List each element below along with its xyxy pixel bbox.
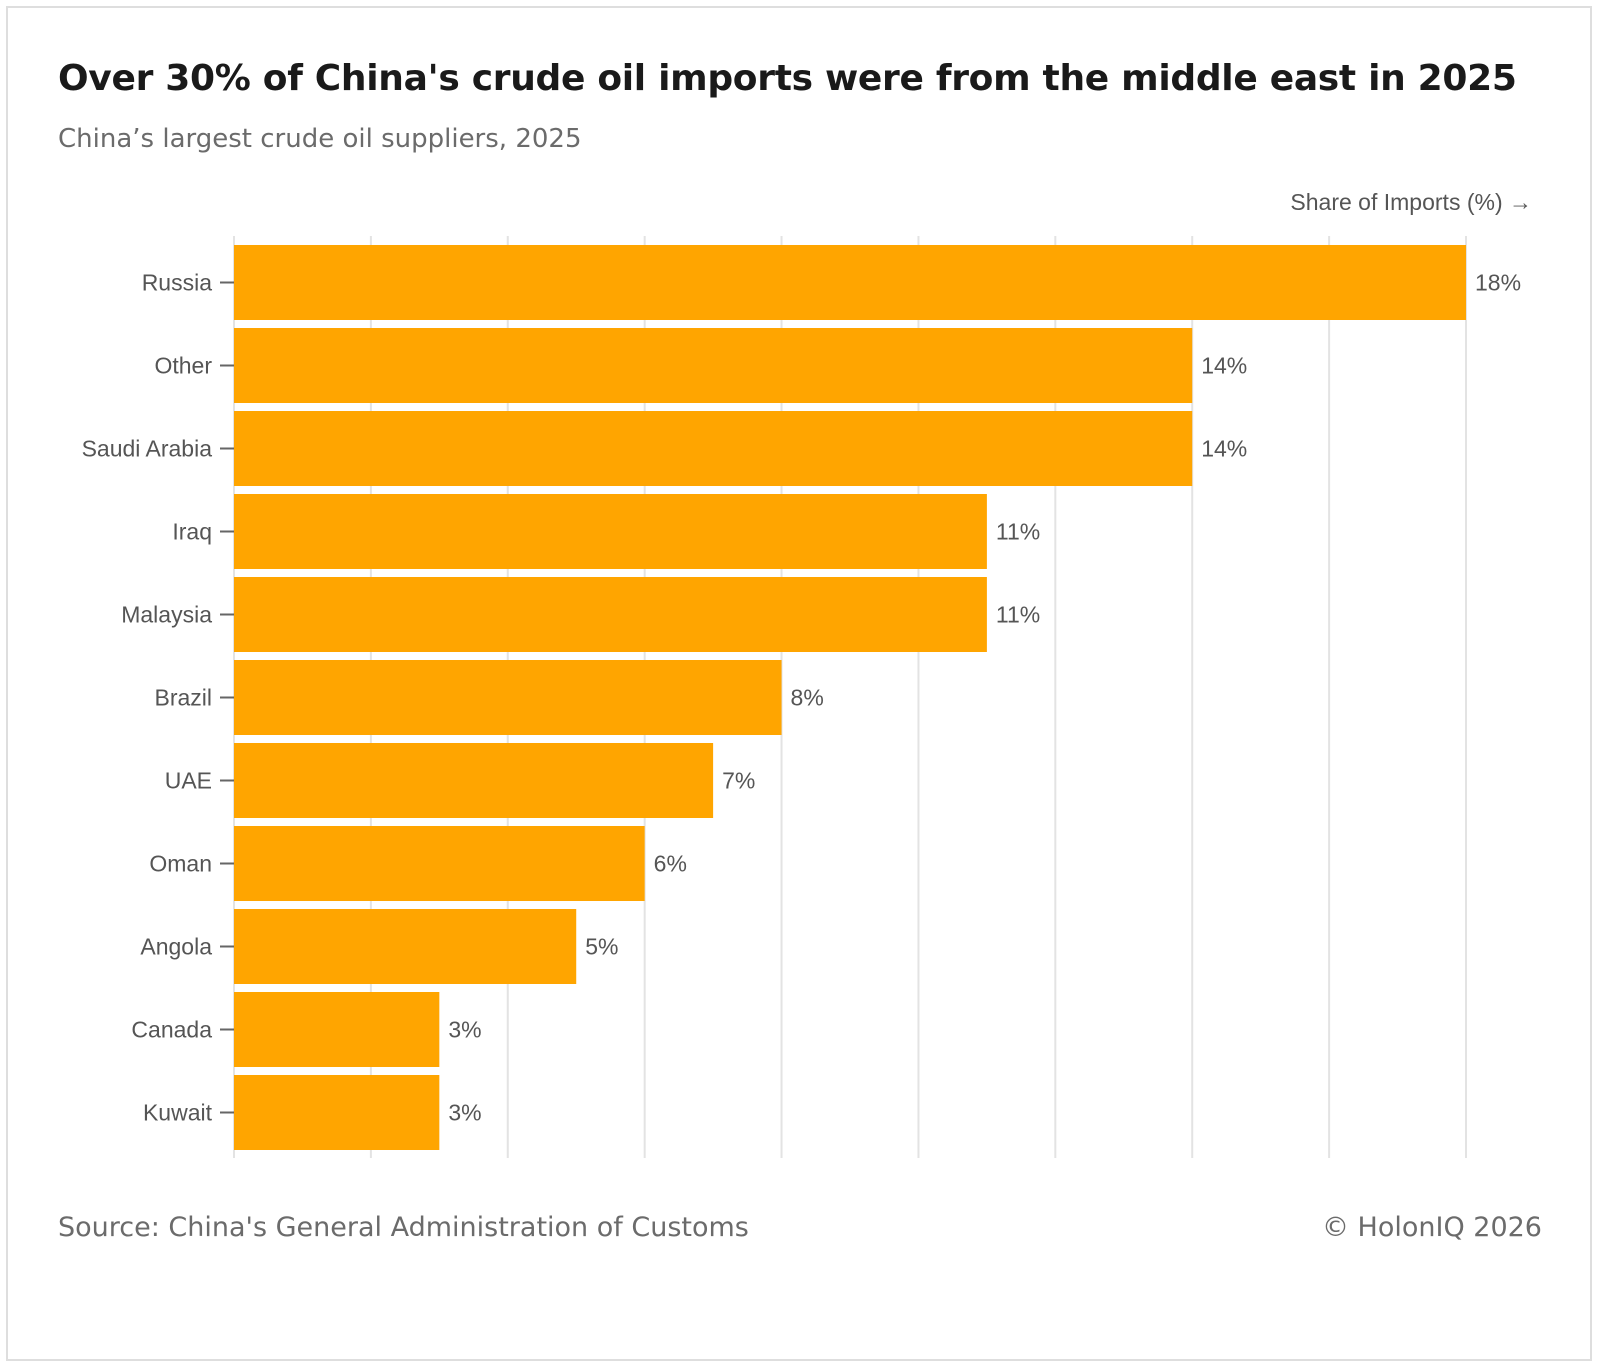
bar-canada — [234, 992, 440, 1067]
value-label: 6% — [654, 851, 687, 877]
value-label: 14% — [1201, 353, 1247, 379]
category-label: Iraq — [172, 519, 212, 545]
copyright-note: © HolonIQ 2026 — [1321, 1212, 1542, 1243]
bar-angola — [234, 909, 577, 984]
value-label: 11% — [996, 519, 1040, 545]
category-label: Angola — [140, 934, 212, 960]
category-label: Saudi Arabia — [82, 436, 213, 462]
value-label: 18% — [1475, 270, 1521, 296]
chart-subtitle: China’s largest crude oil suppliers, 202… — [58, 124, 582, 154]
label-layer: Russia 18% Other 14% Saudi Arabia 14% Iraq 11% M… — [82, 270, 1521, 1126]
category-label: Brazil — [154, 685, 212, 711]
chart-title: Over 30% of China's crude oil imports we… — [58, 58, 1517, 99]
category-label: UAE — [165, 768, 212, 794]
bar-brazil — [234, 660, 782, 735]
value-label: 14% — [1201, 436, 1247, 462]
value-label: 7% — [722, 768, 755, 794]
value-label: 3% — [448, 1017, 481, 1043]
value-label: 11% — [996, 602, 1040, 628]
bar-other — [234, 328, 1193, 403]
source-note: Source: China's General Administration o… — [58, 1212, 749, 1243]
x-axis-title: Share of Imports (%) → — [1290, 189, 1532, 215]
bar-uae — [234, 743, 714, 818]
bar-oman — [234, 826, 645, 901]
bar-russia — [234, 245, 1466, 320]
category-label: Kuwait — [143, 1100, 213, 1126]
bar-malaysia — [234, 577, 987, 652]
value-label: 8% — [791, 685, 824, 711]
category-label: Malaysia — [121, 602, 212, 628]
category-label: Other — [154, 353, 212, 379]
bar-saudi-arabia — [234, 411, 1193, 486]
bar-iraq — [234, 494, 987, 569]
value-label: 5% — [585, 934, 618, 960]
bar-layer — [234, 245, 1466, 1150]
bar-kuwait — [234, 1075, 440, 1150]
category-label: Canada — [131, 1017, 212, 1043]
value-label: 3% — [448, 1100, 481, 1126]
category-label: Oman — [149, 851, 212, 877]
category-label: Russia — [142, 270, 213, 296]
